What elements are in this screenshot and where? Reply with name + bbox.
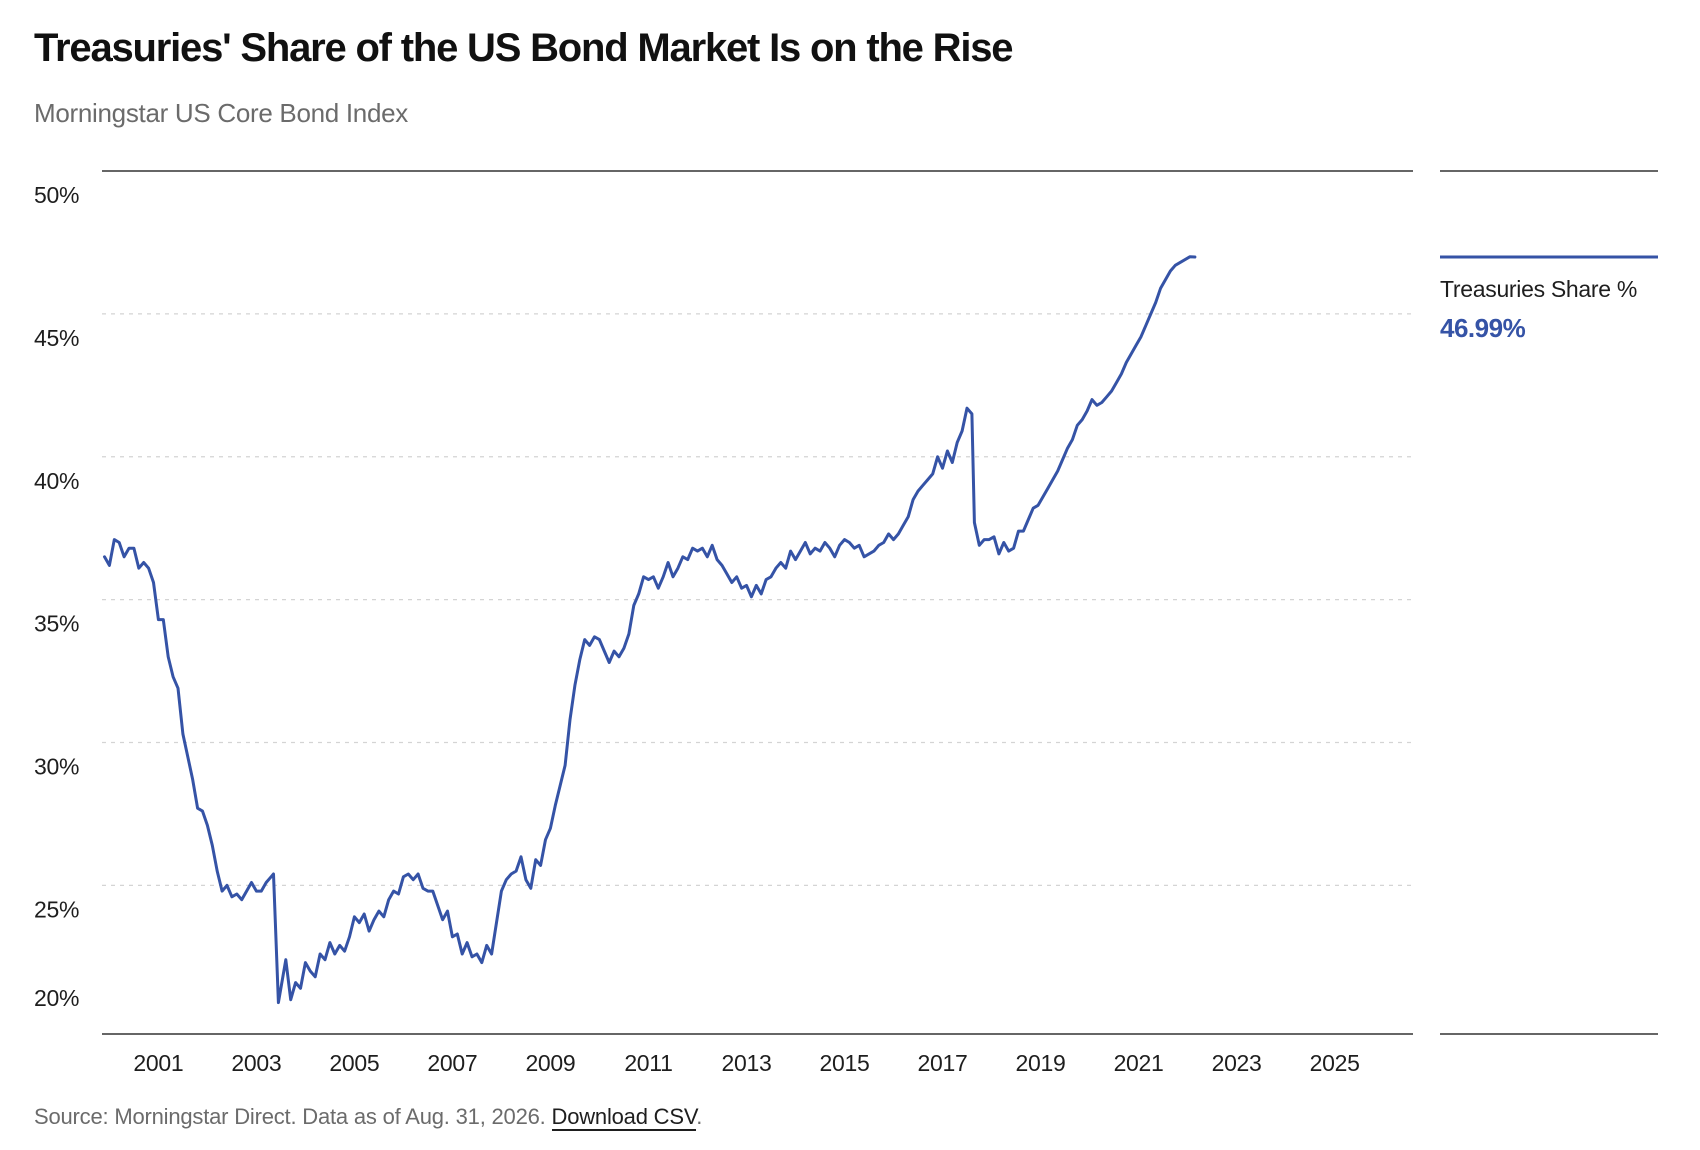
source-trailing-period: . (696, 1104, 703, 1129)
x-tick-label: 2023 (1212, 1050, 1262, 1076)
series-line-treasuries-share[interactable] (103, 255, 1197, 1005)
download-csv-link[interactable]: Download CSV (551, 1104, 697, 1131)
chart-title: Treasuries' Share of the US Bond Market … (34, 26, 1014, 70)
y-tick-label: 45% (34, 325, 79, 351)
y-tick-label: 25% (34, 896, 79, 922)
chart-subtitle: Morningstar US Core Bond Index (34, 98, 408, 128)
x-tick-label: 2021 (1114, 1050, 1164, 1076)
y-tick-label: 40% (34, 468, 79, 494)
legend-series-value: 46.99% (1440, 313, 1526, 343)
source-note: Source: Morningstar Direct. Data as of A… (34, 1104, 703, 1131)
y-tick-label: 35% (34, 611, 79, 637)
x-tick-label: 2015 (820, 1050, 870, 1076)
legend: Treasuries Share % 46.99% (1440, 170, 1658, 1035)
series-treasuries-share[interactable] (103, 255, 1197, 1005)
x-tick-label: 2025 (1310, 1050, 1360, 1076)
x-tick-label: 2011 (624, 1050, 672, 1076)
x-tick-label: 2009 (525, 1050, 575, 1076)
x-tick-label: 2001 (133, 1050, 183, 1076)
x-tick-label: 2003 (231, 1050, 281, 1076)
y-tick-label: 20% (34, 985, 79, 1011)
x-tick-label: 2019 (1016, 1050, 1066, 1076)
x-tick-label: 2005 (329, 1050, 379, 1076)
source-text: Source: Morningstar Direct. Data as of A… (34, 1104, 546, 1129)
x-tick-label: 2017 (918, 1050, 968, 1076)
x-tick-label: 2013 (721, 1050, 771, 1076)
x-tick-label: 2007 (427, 1050, 477, 1076)
y-tick-label: 30% (34, 754, 79, 780)
y-axis-ticks: 20% 25% 30% 35% 40% 45% 50% (34, 182, 79, 1011)
gridlines (102, 170, 1413, 887)
x-axis-ticks: 2001 2003 2005 2007 2009 2011 2013 2015 2017 2019… (133, 1050, 1359, 1076)
legend-series-label: Treasuries Share % (1440, 276, 1637, 302)
y-tick-label: 50% (34, 182, 79, 208)
